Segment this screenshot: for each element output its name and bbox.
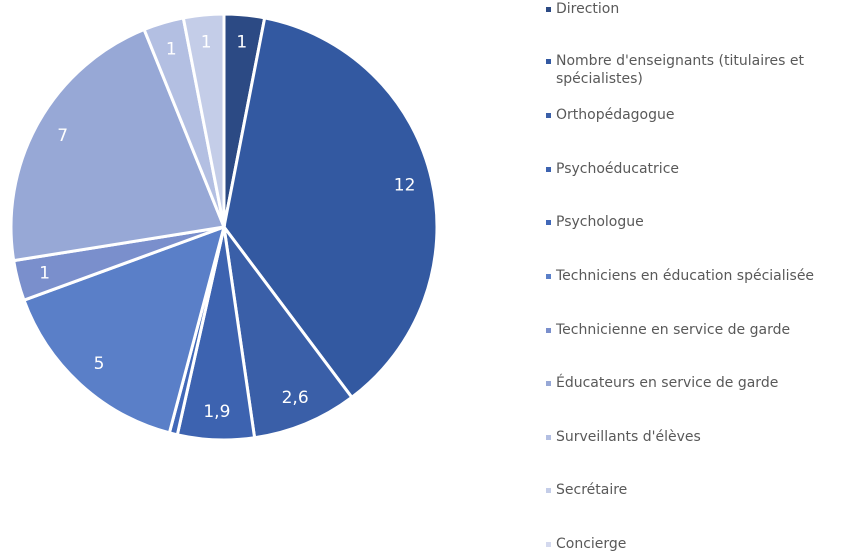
legend-swatch xyxy=(546,542,551,547)
legend-entry: Secrétaire xyxy=(546,481,849,499)
legend-label: Psychologue xyxy=(556,214,644,230)
legend-entry: Direction xyxy=(546,0,849,18)
legend-label: Surveillants d'élèves xyxy=(556,429,701,445)
legend-label: Direction xyxy=(556,1,620,17)
legend-swatch xyxy=(546,274,551,279)
legend-entry: Nombre d'enseignants (titulaires et spéc… xyxy=(546,52,849,88)
legend-label: Techniciens en éducation spécialisée xyxy=(556,268,815,284)
legend-entry: Techniciens en éducation spécialisée xyxy=(546,267,849,285)
legend-swatch xyxy=(546,7,551,12)
data-label: 7 xyxy=(57,126,68,146)
pie-slice xyxy=(9,27,227,263)
legend-label: Orthopédagogue xyxy=(556,107,675,123)
data-label: 1 xyxy=(166,39,177,59)
legend-entry: Éducateurs en service de garde xyxy=(546,374,849,392)
data-label: 5 xyxy=(94,354,105,374)
legend-entry: Psychoéducatrice xyxy=(546,160,849,178)
legend-label: Éducateurs en service de garde xyxy=(556,375,779,391)
legend-swatch xyxy=(546,59,551,64)
legend-swatch xyxy=(546,220,551,225)
pie-slice xyxy=(222,16,439,400)
legend-entry: Technicienne en service de garde xyxy=(546,321,849,339)
data-label: 1,9 xyxy=(203,402,230,422)
legend-swatch xyxy=(546,435,551,440)
pie-slice xyxy=(22,224,227,435)
legend-entry: Orthopédagogue xyxy=(546,106,849,124)
data-label: 2,6 xyxy=(282,388,309,408)
legend-entry: Psychologue xyxy=(546,213,849,231)
legend-label: Technicienne en service de garde xyxy=(556,322,791,338)
data-label: 1 xyxy=(236,33,247,53)
legend-swatch xyxy=(546,381,551,386)
legend-swatch xyxy=(546,488,551,493)
legend-label: Nombre d'enseignants (titulaires et spéc… xyxy=(556,53,805,87)
data-label: 1 xyxy=(39,264,50,284)
data-label: 1 xyxy=(201,33,212,53)
legend-swatch xyxy=(546,113,551,118)
legend-label: Psychoéducatrice xyxy=(556,161,680,177)
legend-label: Concierge xyxy=(556,536,627,552)
legend-swatch xyxy=(546,167,551,172)
legend-entry: Surveillants d'élèves xyxy=(546,428,849,446)
pie-slice xyxy=(222,226,354,440)
legend-swatch xyxy=(546,328,551,333)
legend-entry: Concierge xyxy=(546,535,849,552)
data-label: 12 xyxy=(394,176,416,196)
legend-label: Secrétaire xyxy=(556,482,628,498)
